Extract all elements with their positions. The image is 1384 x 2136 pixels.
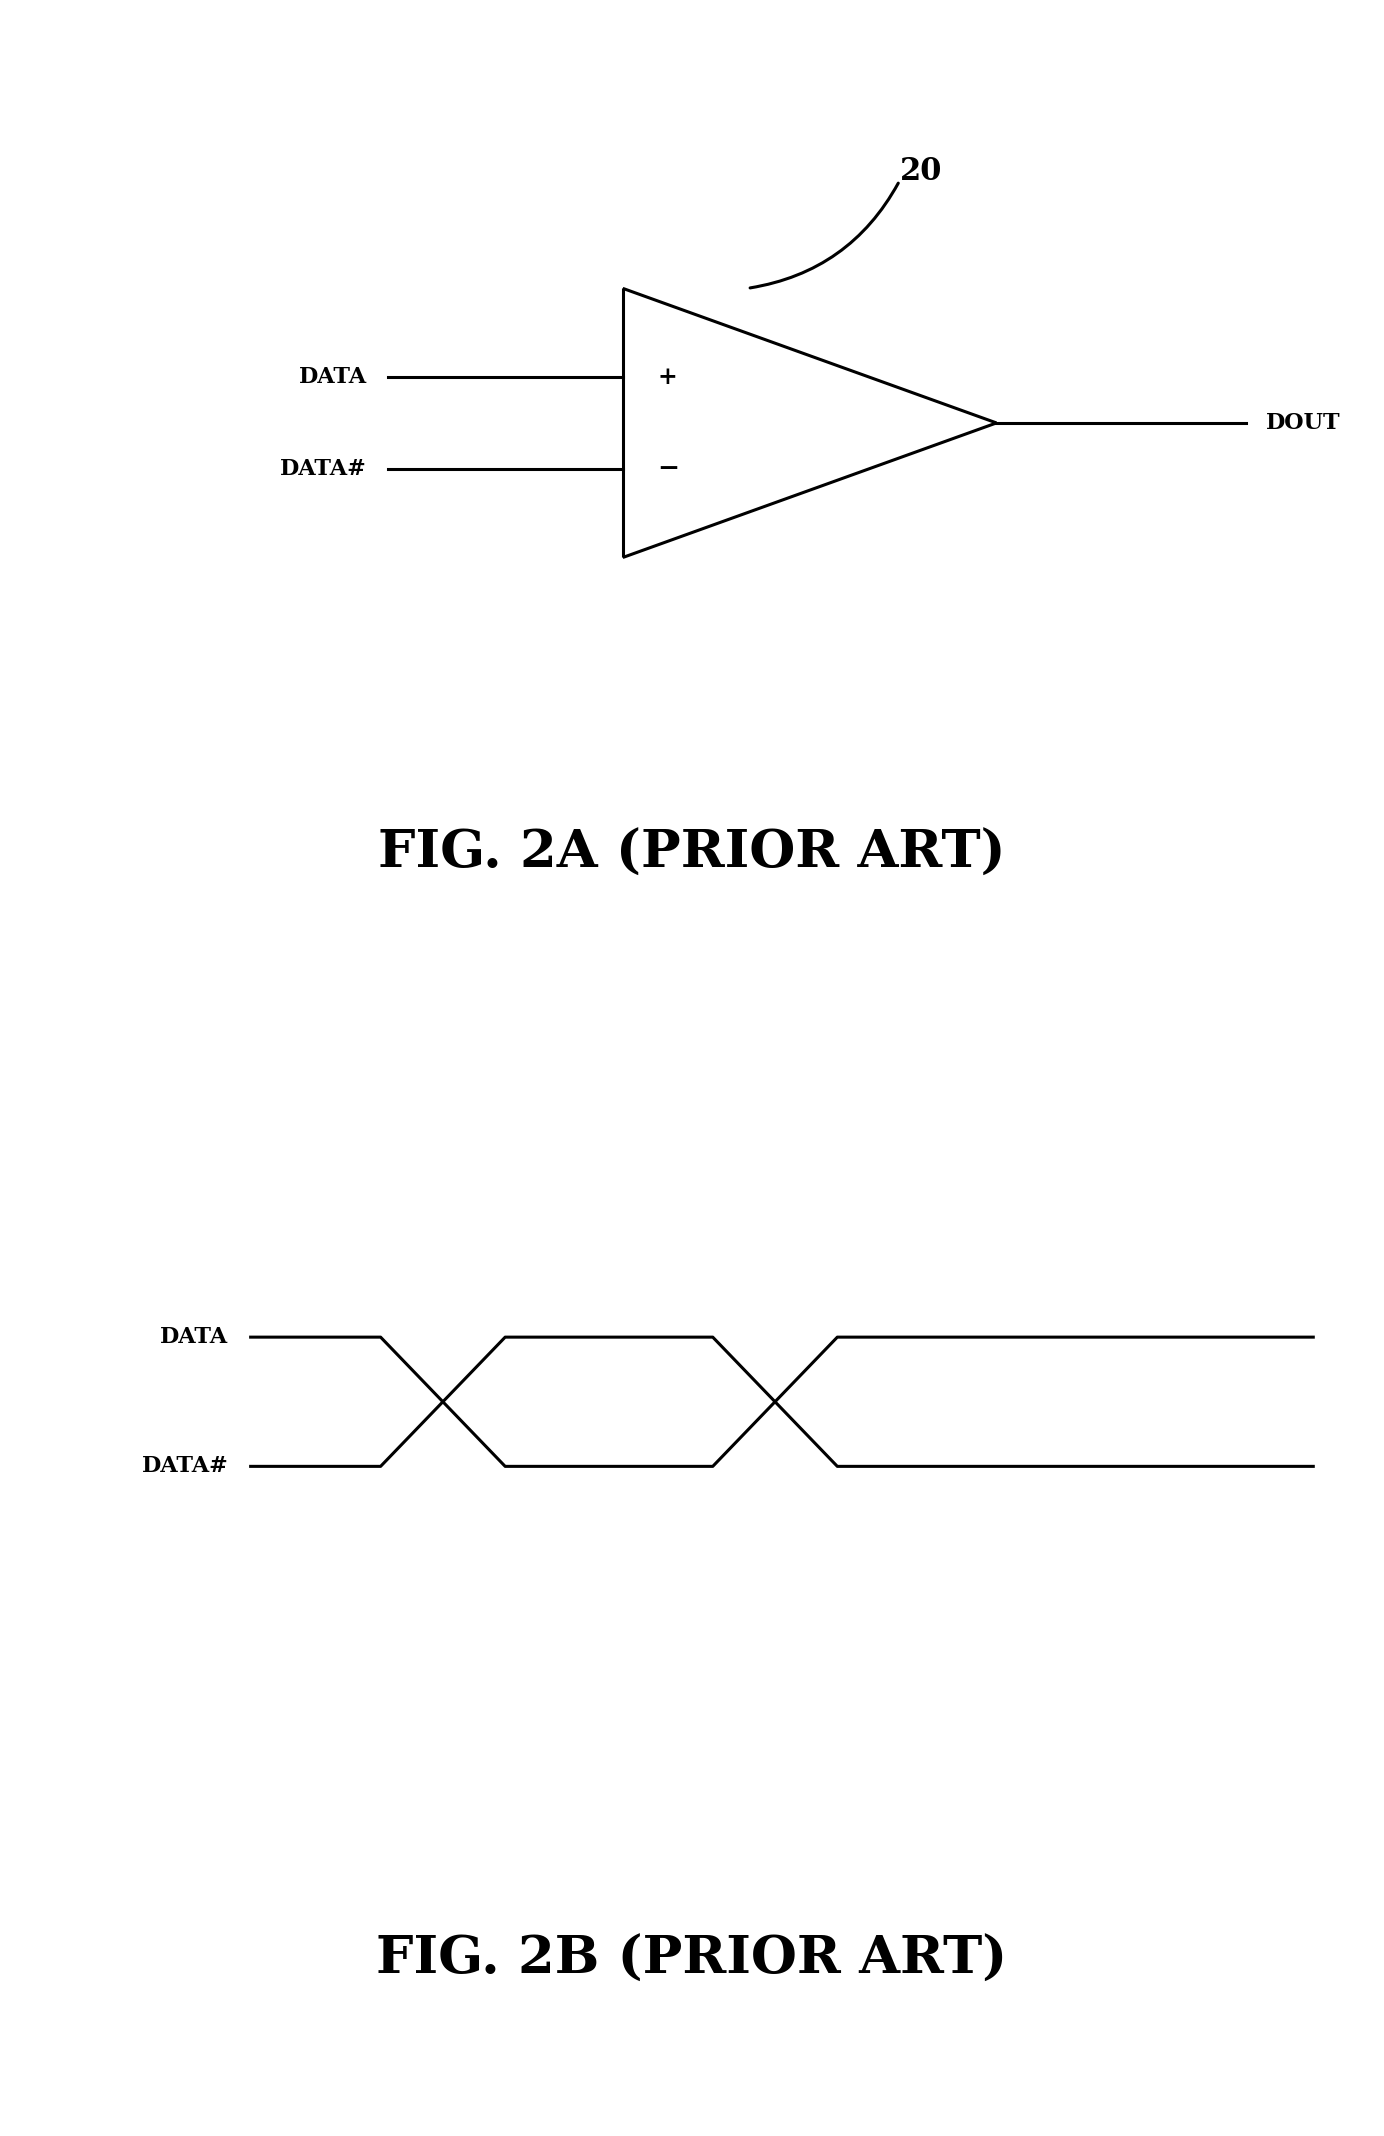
Text: DATA#: DATA#: [141, 1455, 228, 1478]
Text: FIG. 2B (PRIOR ART): FIG. 2B (PRIOR ART): [376, 1935, 1008, 1984]
Text: +: +: [657, 365, 677, 389]
Text: DATA: DATA: [161, 1326, 228, 1348]
Text: DATA#: DATA#: [280, 457, 367, 481]
Text: DATA: DATA: [299, 365, 367, 389]
Text: −: −: [657, 457, 680, 481]
Text: DOUT: DOUT: [1266, 412, 1341, 434]
Text: FIG. 2A (PRIOR ART): FIG. 2A (PRIOR ART): [378, 829, 1006, 880]
Text: 20: 20: [900, 156, 943, 188]
